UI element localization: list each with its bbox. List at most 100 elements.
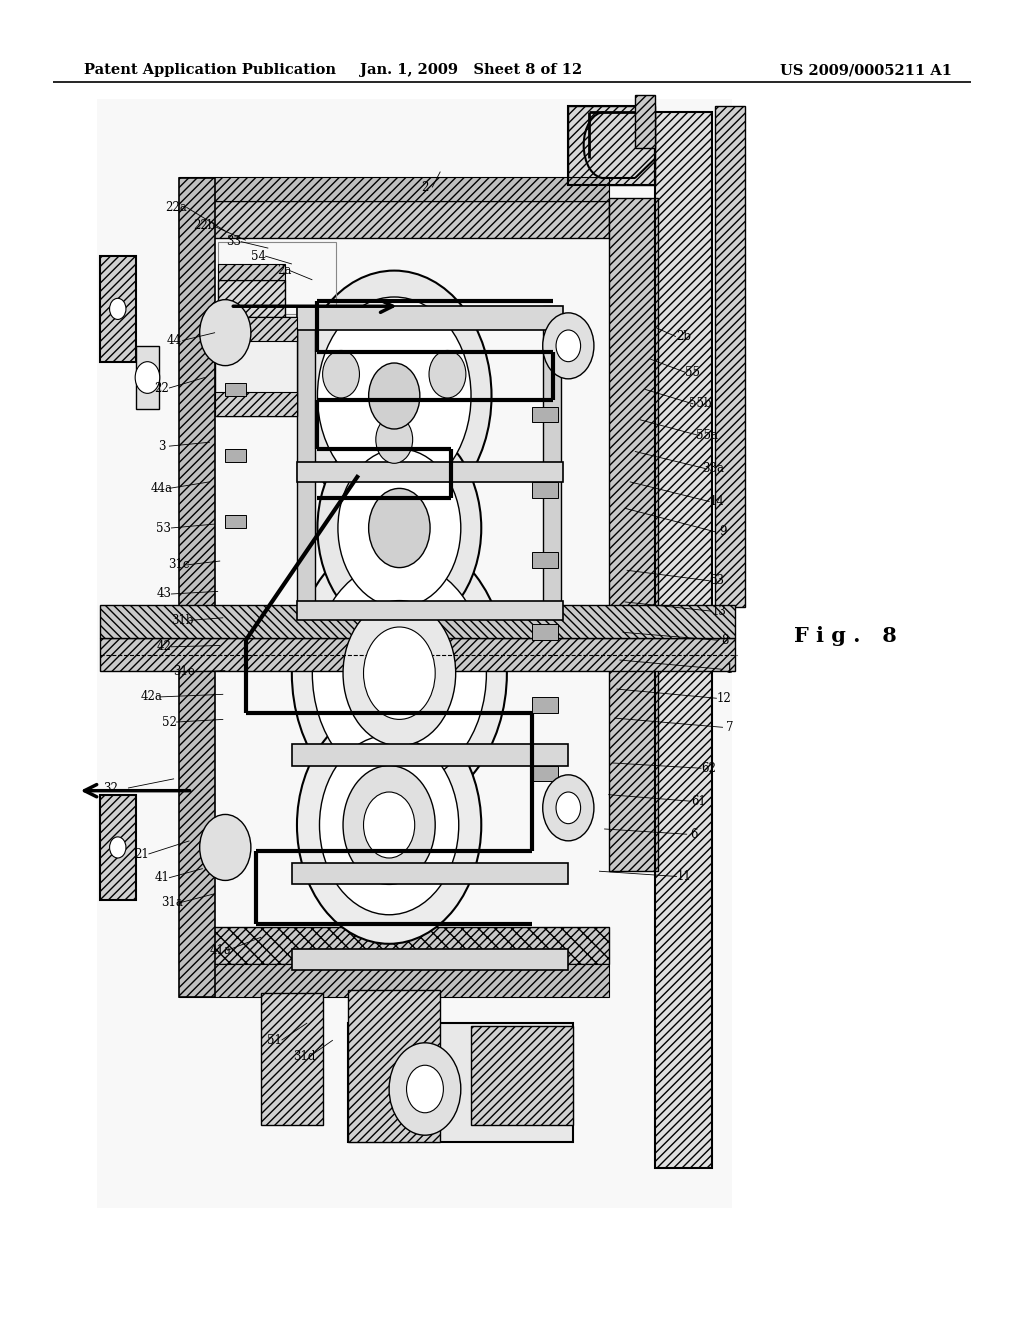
Bar — [297, 306, 315, 620]
Text: 44: 44 — [167, 334, 181, 347]
Bar — [179, 177, 609, 201]
Text: 31c: 31c — [169, 558, 189, 572]
Bar — [532, 407, 558, 422]
Bar — [471, 1026, 573, 1125]
Text: 2a: 2a — [278, 264, 292, 277]
Circle shape — [543, 313, 594, 379]
Bar — [297, 462, 563, 482]
Bar — [348, 1023, 573, 1142]
Circle shape — [376, 416, 413, 463]
Text: 21: 21 — [134, 847, 148, 861]
Text: 6: 6 — [690, 828, 698, 841]
Text: 22a: 22a — [165, 201, 187, 214]
Bar — [609, 198, 658, 871]
Circle shape — [292, 535, 507, 812]
Bar — [218, 280, 285, 317]
Text: 55a: 55a — [695, 429, 718, 442]
Text: 1: 1 — [725, 663, 733, 676]
Bar — [261, 993, 323, 1125]
Circle shape — [323, 351, 359, 399]
Circle shape — [369, 488, 430, 568]
Text: 22: 22 — [155, 381, 169, 395]
Bar — [532, 482, 558, 498]
Circle shape — [369, 363, 420, 429]
Bar — [655, 112, 712, 1168]
Text: 13: 13 — [712, 605, 726, 618]
Text: 14: 14 — [710, 495, 724, 508]
Circle shape — [297, 271, 492, 521]
Circle shape — [297, 706, 481, 944]
Text: 42a: 42a — [140, 690, 163, 704]
Circle shape — [110, 298, 126, 319]
Bar — [348, 990, 440, 1142]
Bar — [715, 106, 745, 607]
Bar — [292, 949, 568, 970]
Text: 42: 42 — [157, 640, 171, 653]
Text: 53: 53 — [157, 521, 171, 535]
Circle shape — [110, 837, 126, 858]
Circle shape — [389, 1043, 461, 1135]
Text: 41a: 41a — [209, 944, 231, 957]
Text: 54: 54 — [251, 249, 265, 263]
Bar — [100, 638, 735, 671]
Text: 62: 62 — [701, 762, 716, 775]
Circle shape — [312, 561, 486, 785]
Bar — [97, 99, 732, 1208]
Text: 44a: 44a — [151, 482, 173, 495]
Bar — [225, 449, 246, 462]
Bar — [292, 744, 568, 766]
Circle shape — [200, 300, 251, 366]
Bar — [225, 383, 246, 396]
Bar — [100, 795, 136, 900]
Text: 61: 61 — [691, 795, 706, 808]
Text: 33a: 33a — [701, 462, 724, 475]
Bar — [179, 178, 215, 997]
Bar — [297, 306, 563, 330]
Text: F i g .   8: F i g . 8 — [794, 626, 896, 647]
Circle shape — [338, 449, 461, 607]
Circle shape — [543, 775, 594, 841]
Text: 7: 7 — [726, 721, 734, 734]
Bar — [532, 552, 558, 568]
Bar — [532, 697, 558, 713]
Circle shape — [200, 814, 251, 880]
Circle shape — [407, 1065, 443, 1113]
Circle shape — [135, 362, 160, 393]
Text: 31d: 31d — [293, 1049, 315, 1063]
Bar — [568, 106, 655, 185]
Text: 51: 51 — [267, 1034, 282, 1047]
Bar — [215, 317, 297, 341]
Bar — [635, 95, 655, 148]
Bar — [179, 201, 609, 238]
Text: 12: 12 — [717, 692, 731, 705]
Circle shape — [343, 601, 456, 746]
Text: 63: 63 — [710, 574, 724, 587]
Text: 11: 11 — [677, 870, 691, 883]
Bar — [225, 515, 246, 528]
Bar — [543, 306, 561, 620]
Text: 8: 8 — [721, 634, 729, 647]
Bar — [292, 863, 568, 884]
Bar — [218, 264, 285, 280]
Text: Jan. 1, 2009   Sheet 8 of 12: Jan. 1, 2009 Sheet 8 of 12 — [359, 63, 583, 78]
Bar — [179, 927, 609, 964]
Bar — [218, 242, 336, 314]
Text: 33: 33 — [226, 235, 241, 248]
Bar — [655, 112, 712, 1168]
Bar — [136, 346, 159, 409]
Text: 3: 3 — [158, 440, 166, 453]
Circle shape — [556, 792, 581, 824]
Bar — [100, 605, 735, 638]
Text: 55: 55 — [685, 366, 699, 379]
Text: 55b: 55b — [689, 397, 712, 411]
Text: 2: 2 — [421, 181, 429, 194]
Text: 43: 43 — [157, 587, 171, 601]
Bar — [215, 392, 297, 416]
Text: 31a: 31a — [161, 896, 183, 909]
Text: 2b: 2b — [677, 330, 691, 343]
Bar — [532, 766, 558, 781]
Bar — [297, 601, 563, 620]
Bar — [100, 256, 136, 362]
Text: 31b: 31b — [171, 614, 194, 627]
Circle shape — [429, 351, 466, 399]
